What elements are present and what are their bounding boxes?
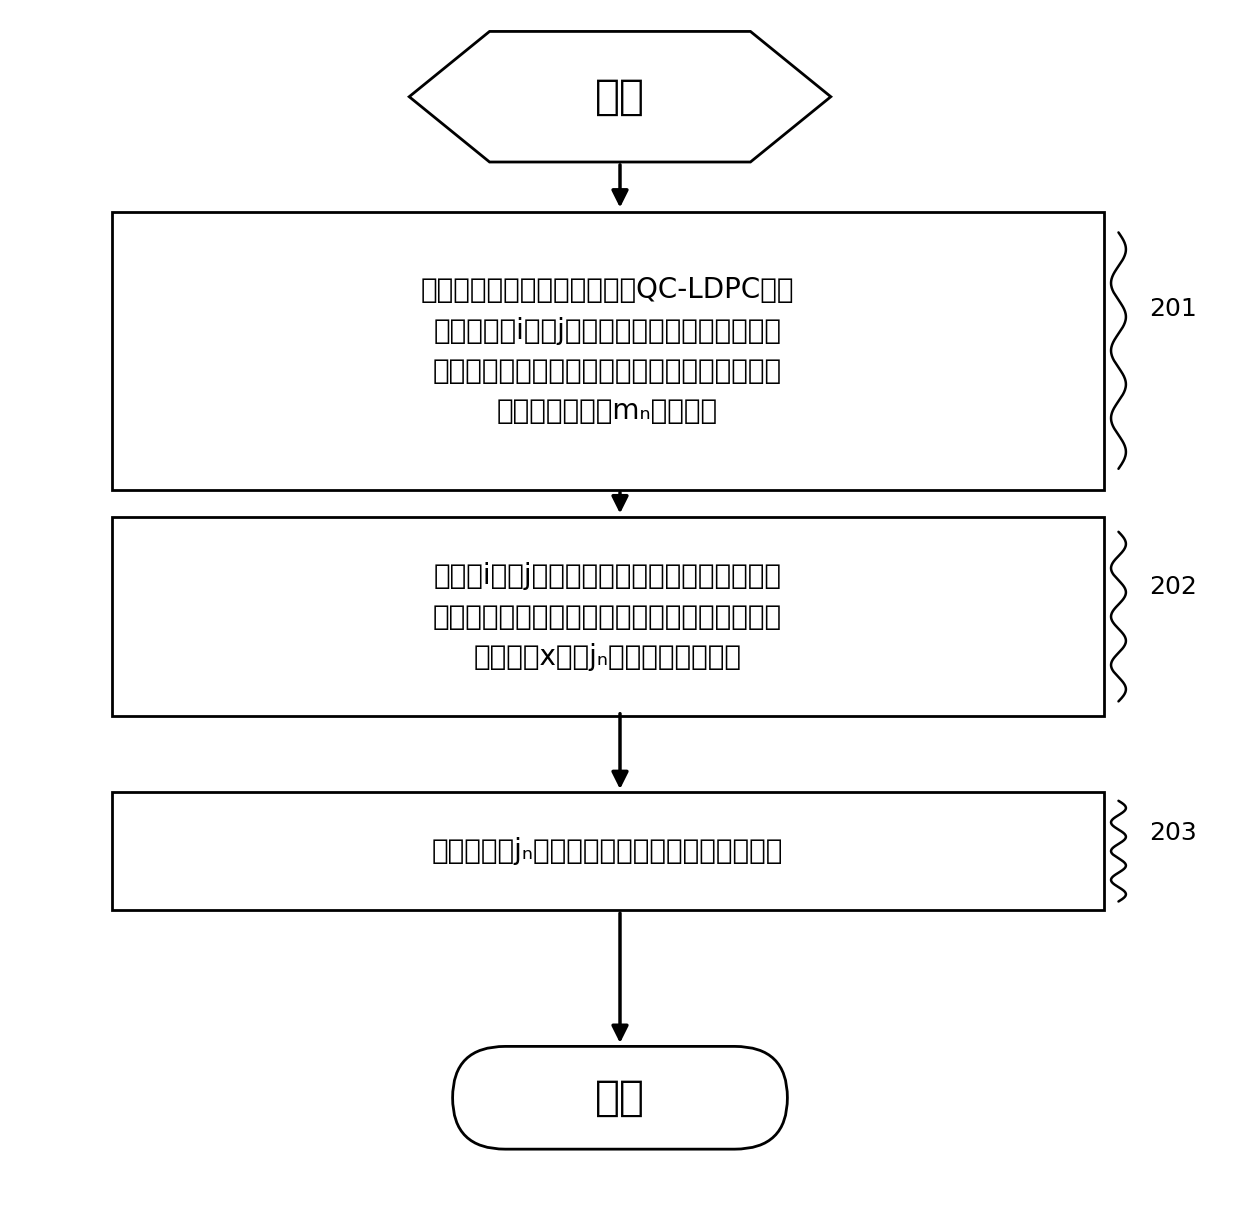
FancyBboxPatch shape bbox=[112, 792, 1104, 910]
Polygon shape bbox=[409, 31, 831, 162]
FancyBboxPatch shape bbox=[453, 1046, 787, 1149]
Text: 结束: 结束 bbox=[595, 1077, 645, 1118]
Text: 根据所述第jₙ个比特的后验概率，进行译码处理: 根据所述第jₙ个比特的后验概率，进行译码处理 bbox=[432, 837, 784, 866]
Text: 202: 202 bbox=[1149, 574, 1198, 598]
FancyBboxPatch shape bbox=[112, 212, 1104, 490]
Text: 开始: 开始 bbox=[595, 76, 645, 117]
FancyBboxPatch shape bbox=[112, 517, 1104, 716]
Text: 201: 201 bbox=[1149, 297, 1198, 320]
Text: 203: 203 bbox=[1149, 821, 1198, 845]
Text: 获取准循环低密度奇偶校验码QC-LDPC校验
矩阵中，第i行第j列个子矩阵在第次迭代过程中
对应的变量节点信息以及校验节点信息，所述第
次迭代过程包括mₙ次子迭: 获取准循环低密度奇偶校验码QC-LDPC校验 矩阵中，第i行第j列个子矩阵在第次… bbox=[420, 277, 795, 424]
Text: 根据第i行第j列个子矩阵在第次迭代过程中对应
的变量节点信息以及校验节点信息，得到编码后
矩阵向量x中第jₙ个比特的后验概率: 根据第i行第j列个子矩阵在第次迭代过程中对应 的变量节点信息以及校验节点信息，得… bbox=[433, 562, 782, 671]
